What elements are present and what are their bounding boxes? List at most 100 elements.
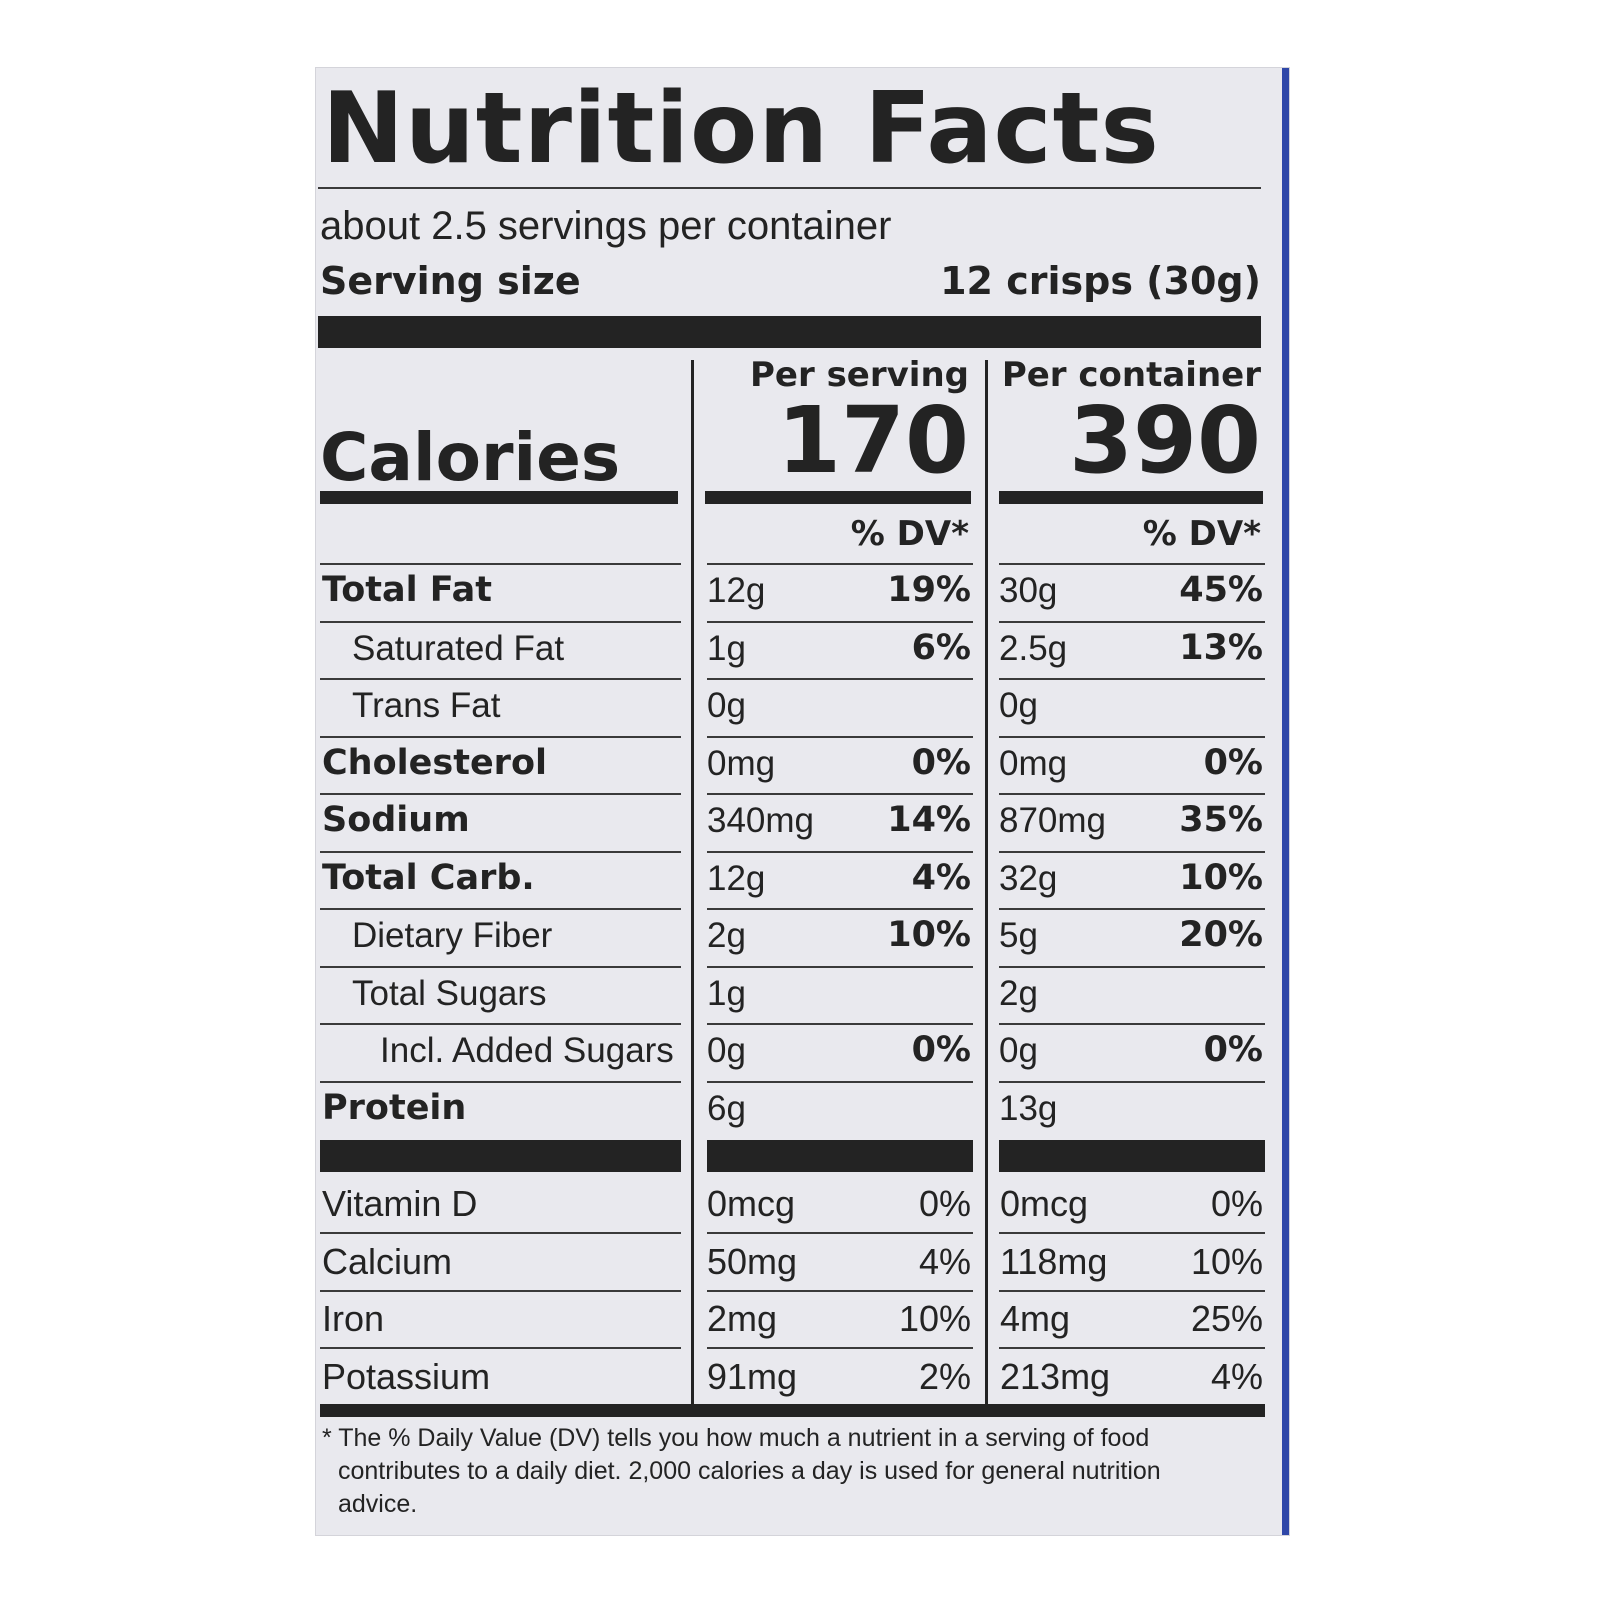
- nutrient-amount-container: 2g: [999, 973, 1038, 1013]
- vitamin-amount-container: 4mg: [1000, 1298, 1071, 1339]
- calories-serving: 170: [776, 387, 969, 494]
- column-divider-1: [691, 360, 694, 1405]
- nutrient-amount-serving: 0mg: [707, 743, 776, 783]
- vitamin-dv-container: 0%: [1210, 1183, 1263, 1224]
- nutrient-dv-container: 45%: [1179, 570, 1263, 610]
- row-rule: [999, 563, 1265, 565]
- row-rule: [999, 1289, 1265, 1292]
- vitamin-amount-serving: 91mg: [707, 1355, 798, 1397]
- calories-label: Calories: [320, 419, 621, 496]
- row-rule: [707, 1347, 973, 1349]
- column-divider-2: [985, 360, 988, 1405]
- row-rule: [707, 850, 973, 853]
- row-rule: [999, 793, 1265, 795]
- row-rule: [320, 1140, 681, 1172]
- nutrient-name: Dietary Fiber: [352, 916, 553, 955]
- vitamin-dv-serving: 10%: [898, 1298, 971, 1339]
- row-rule: [707, 965, 973, 968]
- package-edge: [1282, 68, 1289, 1535]
- vitamin-amount-container: 118mg: [1000, 1240, 1108, 1282]
- nutrient-amount-container: 2.5g: [999, 628, 1068, 668]
- calories-rule-3: [999, 491, 1263, 504]
- vitamin-dv-container: 10%: [1190, 1240, 1263, 1282]
- vitamin-amount-serving: 2mg: [707, 1298, 778, 1339]
- vitamin-amount-serving: 50mg: [707, 1240, 798, 1282]
- nutrient-amount-serving: 12g: [707, 571, 766, 610]
- nutrient-name: Saturated Fat: [352, 628, 565, 668]
- serving-size-value: 12 crisps (30g): [940, 259, 1261, 303]
- row-rule: [320, 678, 681, 680]
- row-rule: [999, 908, 1265, 910]
- vitamin-dv-serving: 0%: [918, 1183, 971, 1224]
- nutrient-dv-container: 20%: [1179, 915, 1263, 955]
- nutrient-name: Sodium: [322, 800, 470, 840]
- row-rule: [707, 1140, 973, 1172]
- row-rule: [999, 735, 1265, 738]
- nutrient-amount-container: 13g: [999, 1088, 1058, 1128]
- nutrient-amount-serving: 2g: [707, 916, 746, 955]
- nutrient-amount-serving: 12g: [707, 858, 766, 898]
- row-rule: [707, 735, 973, 738]
- nutrient-name: Total Fat: [322, 570, 493, 610]
- col-header-container: Per container: [1001, 355, 1261, 395]
- row-rule: [320, 735, 681, 738]
- nutrient-dv-serving: 10%: [887, 915, 971, 955]
- dv-header-serving: % DV*: [850, 514, 969, 554]
- calories-container: 390: [1068, 387, 1261, 494]
- row-rule: [999, 1232, 1265, 1234]
- footnote-line-1: * The % Daily Value (DV) tells you how m…: [322, 1424, 1150, 1452]
- row-rule: [707, 678, 973, 680]
- nutrient-dv-serving: 19%: [887, 570, 971, 610]
- row-rule: [707, 1289, 973, 1292]
- nutrient-amount-container: 870mg: [999, 801, 1107, 840]
- vitamin-dv-container: 25%: [1190, 1298, 1263, 1339]
- row-rule: [999, 620, 1265, 623]
- row-rule: [999, 1023, 1265, 1025]
- nutrient-amount-container: 30g: [999, 571, 1058, 610]
- nutrient-amount-serving: 1g: [707, 973, 746, 1013]
- nutrient-name: Trans Fat: [352, 686, 501, 725]
- nutrient-dv-container: 0%: [1203, 742, 1263, 783]
- row-rule: [707, 563, 973, 565]
- vitamin-amount-serving: 0mcg: [707, 1183, 796, 1224]
- row-rule: [999, 1347, 1265, 1349]
- nutrient-dv-serving: 4%: [911, 857, 971, 898]
- nutrient-amount-serving: 6g: [707, 1088, 746, 1128]
- row-rule: [999, 1140, 1265, 1172]
- row-rule: [999, 678, 1265, 680]
- nutrient-dv-container: 13%: [1179, 627, 1263, 668]
- nutrient-name: Total Sugars: [352, 973, 547, 1013]
- vitamin-name: Calcium: [322, 1240, 453, 1282]
- row-rule: [707, 1023, 973, 1025]
- nutrient-name: Incl. Added Sugars: [380, 1031, 674, 1070]
- nutrient-name: Cholesterol: [322, 742, 547, 783]
- row-rule: [320, 908, 681, 910]
- dv-header-container: % DV*: [1142, 514, 1261, 554]
- row-rule: [320, 793, 681, 795]
- nutrient-dv-container: 35%: [1179, 800, 1263, 840]
- nutrient-name: Total Carb.: [322, 857, 535, 898]
- row-rule: [320, 1289, 681, 1292]
- nutrient-amount-container: 0g: [999, 1031, 1038, 1070]
- title-rule: [318, 187, 1261, 189]
- servings-per-container: about 2.5 servings per container: [320, 204, 892, 248]
- row-rule: [320, 563, 681, 565]
- vitamin-name: Iron: [322, 1298, 385, 1339]
- nutrient-amount-container: 5g: [999, 916, 1038, 955]
- serving-size-label: Serving size: [320, 259, 581, 303]
- row-rule: [320, 850, 681, 853]
- nutrient-dv-serving: 0%: [911, 742, 971, 783]
- row-rule: [707, 1080, 973, 1083]
- vitamin-name: Vitamin D: [322, 1183, 478, 1224]
- row-rule: [320, 1232, 681, 1234]
- row-rule: [320, 1023, 681, 1025]
- row-rule: [999, 1080, 1265, 1083]
- footnote-line-3: advice.: [338, 1490, 418, 1518]
- footnote-line-2: contributes to a daily diet. 2,000 calor…: [338, 1457, 1161, 1485]
- row-rule: [999, 965, 1265, 968]
- nutrient-dv-container: 0%: [1203, 1030, 1263, 1070]
- nutrient-amount-serving: 0g: [707, 686, 746, 725]
- row-rule: [320, 965, 681, 968]
- row-rule: [707, 620, 973, 623]
- nutrient-amount-container: 0mg: [999, 743, 1068, 783]
